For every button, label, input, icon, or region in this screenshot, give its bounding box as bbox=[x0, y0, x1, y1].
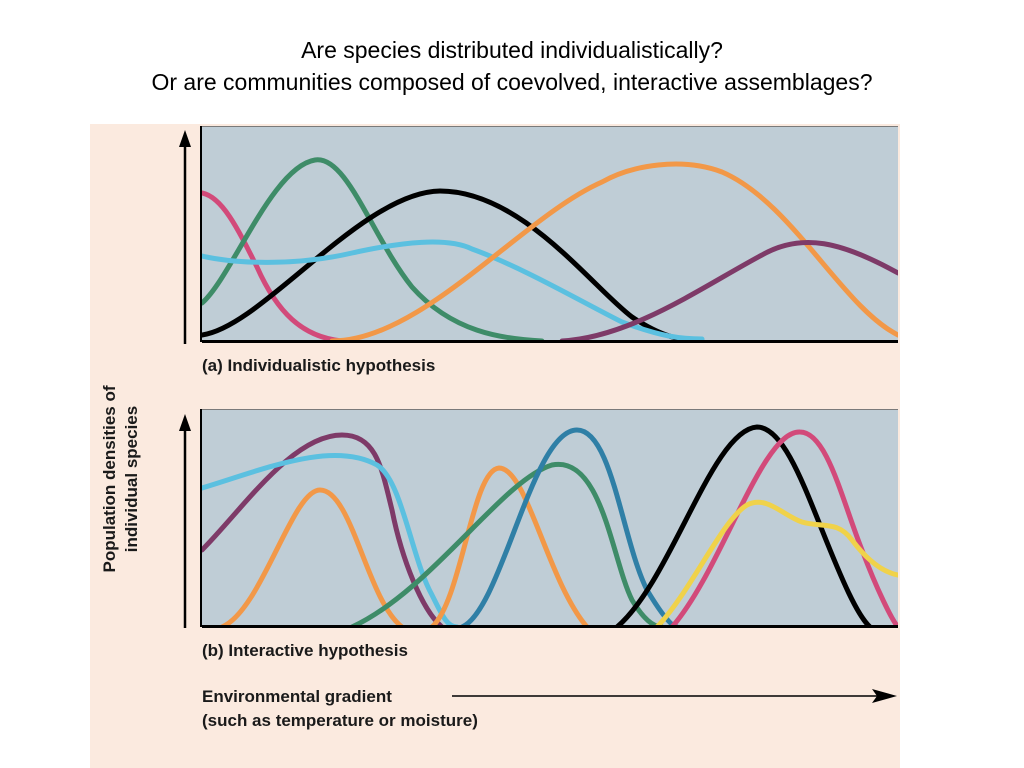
panel-b-curve-light-blue bbox=[202, 452, 460, 627]
x-axis-label-line-2: (such as temperature or moisture) bbox=[202, 711, 478, 730]
panel-b-curve-orange bbox=[219, 465, 590, 627]
panel-b-curve-blue bbox=[459, 427, 680, 627]
panel-a-curve-light-blue bbox=[202, 239, 705, 341]
figure-panel: Population densities of individual speci… bbox=[90, 124, 900, 768]
panel-b-curve-green bbox=[349, 461, 665, 627]
panel-a-y-axis-line bbox=[200, 126, 202, 342]
panel-a-y-axis-arrow bbox=[179, 130, 191, 344]
environmental-gradient-arrow bbox=[452, 689, 897, 703]
slide-title: Are species distributed individualistica… bbox=[0, 34, 1024, 98]
panel-a-curve-purple bbox=[559, 239, 898, 341]
panel-b-curve-yellow bbox=[654, 499, 898, 627]
panel-b-curve-black bbox=[614, 424, 873, 627]
panel-b-y-axis-arrow bbox=[179, 414, 191, 628]
x-axis-label-line-1: Environmental gradient bbox=[202, 687, 392, 706]
panel-b-curve-purple bbox=[202, 432, 445, 627]
panel-a-curve-black bbox=[202, 188, 705, 341]
panel-b-curves bbox=[202, 424, 898, 627]
panel-b-plot-area bbox=[202, 409, 898, 627]
panel-b-curve-pink bbox=[669, 429, 898, 627]
panel-a-x-axis-line bbox=[202, 340, 898, 343]
panel-b-x-axis-line bbox=[202, 625, 898, 628]
panel-b-y-axis-line bbox=[200, 409, 202, 627]
y-axis-label: Population densities of individual speci… bbox=[99, 329, 151, 629]
x-axis-label: Environmental gradient (such as temperat… bbox=[202, 685, 478, 733]
y-axis-label-line-1: Population densities of bbox=[100, 385, 119, 573]
panel-a-curve-pink bbox=[202, 190, 345, 341]
slide-title-line-2: Or are communities composed of coevolved… bbox=[151, 69, 873, 95]
panel-b-caption: (b) Interactive hypothesis bbox=[202, 641, 408, 660]
panel-a-curve-orange bbox=[329, 161, 898, 341]
panel-a-curves bbox=[202, 157, 898, 341]
panel-a-caption: (a) Individualistic hypothesis bbox=[202, 356, 436, 375]
y-axis-label-line-2: individual species bbox=[122, 405, 141, 553]
panel-a-curve-green bbox=[202, 157, 545, 341]
panel-a-plot-area bbox=[202, 126, 898, 341]
slide-title-line-1: Are species distributed individualistica… bbox=[301, 37, 723, 63]
